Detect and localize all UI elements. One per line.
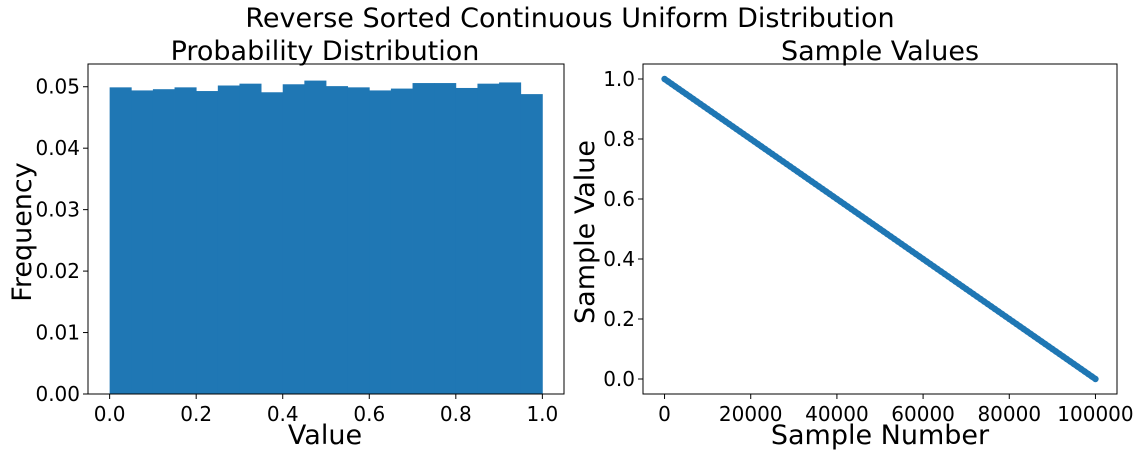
scatter-ytick-label: 1.0 xyxy=(603,67,635,91)
scatter-ticks: 0 20000 40000 60000 80000 100000 0.0 0.2 0.4 0.6 0… xyxy=(603,67,1133,426)
histogram-xlabel: Value xyxy=(288,420,362,451)
histogram-frame xyxy=(87,63,565,395)
scatter-xtick-label: 20000 xyxy=(719,402,783,426)
histogram-xtick-label: 0.2 xyxy=(180,402,212,426)
scatter-axes: Sample Values 0 20000 40000 60000 80000 10000… xyxy=(570,36,1134,451)
histogram-ytick-label: 0.04 xyxy=(35,136,80,160)
scatter-ytick-label: 0.8 xyxy=(603,127,635,151)
histogram-ylabel: Frequency xyxy=(7,162,38,302)
scatter-xtick-label: 100000 xyxy=(1057,402,1133,426)
scatter-ytick-label: 0.0 xyxy=(603,367,635,391)
histogram-title: Probability Distribution xyxy=(171,36,480,67)
histogram-ytick-label: 0.05 xyxy=(35,75,80,99)
histogram-bar xyxy=(434,83,457,394)
scatter-title: Sample Values xyxy=(781,36,979,67)
histogram-bar xyxy=(477,83,500,395)
histogram-bar xyxy=(282,84,305,394)
histogram-bar xyxy=(347,87,370,394)
scatter-ytick-label: 0.4 xyxy=(603,247,635,271)
histogram-bar xyxy=(174,87,197,394)
histogram-bar xyxy=(326,86,349,395)
histogram-ytick-label: 0.02 xyxy=(35,259,80,283)
histogram-bar xyxy=(217,85,240,395)
histogram-bar xyxy=(390,88,413,395)
scatter-points xyxy=(661,75,1099,383)
histogram-bar xyxy=(499,82,522,394)
histogram-ticks: 0.0 0.2 0.4 0.6 0.8 1.0 0.00 0.01 0.02 0.03 0.04 0.… xyxy=(35,75,558,426)
scatter-ytick-label: 0.6 xyxy=(603,187,635,211)
histogram-ytick-label: 0.03 xyxy=(35,198,80,222)
scatter-xtick-label: 40000 xyxy=(805,402,869,426)
histogram-bar xyxy=(412,83,435,394)
histogram-bar xyxy=(109,87,132,394)
histogram-xtick-label: 0.0 xyxy=(94,402,126,426)
scatter-xtick-label: 60000 xyxy=(891,402,955,426)
histogram-bar xyxy=(455,87,478,394)
histogram-bar xyxy=(520,94,543,395)
histogram-ytick-label: 0.00 xyxy=(35,382,80,406)
scatter-frame xyxy=(642,63,1118,395)
histogram-bars xyxy=(109,80,543,395)
scatter-xtick-label: 80000 xyxy=(977,402,1041,426)
scatter-point xyxy=(1092,375,1099,383)
histogram-xtick-label: 1.0 xyxy=(526,402,558,426)
histogram-bar xyxy=(369,90,392,394)
histogram-bar xyxy=(196,91,219,394)
histogram-ytick-label: 0.01 xyxy=(35,321,80,345)
histogram-bar xyxy=(261,92,284,394)
scatter-xlabel: Sample Number xyxy=(771,420,990,451)
histogram-xtick-label: 0.8 xyxy=(440,402,472,426)
scatter-ylabel: Sample Value xyxy=(570,140,601,324)
histogram-axes: Probability Distribution 0.0 0.2 0.4 0.6 0.8… xyxy=(7,36,565,451)
histogram-bar xyxy=(131,90,154,394)
histogram-xtick-label: 0.4 xyxy=(267,402,299,426)
histogram-bar xyxy=(152,89,175,395)
scatter-xtick-label: 0 xyxy=(658,402,671,426)
figure-suptitle: Reverse Sorted Continuous Uniform Distri… xyxy=(245,3,894,34)
histogram-bar xyxy=(239,83,262,395)
histogram-xtick-label: 0.6 xyxy=(353,402,385,426)
scatter-ytick-label: 0.2 xyxy=(603,307,635,331)
histogram-bar xyxy=(304,80,327,395)
